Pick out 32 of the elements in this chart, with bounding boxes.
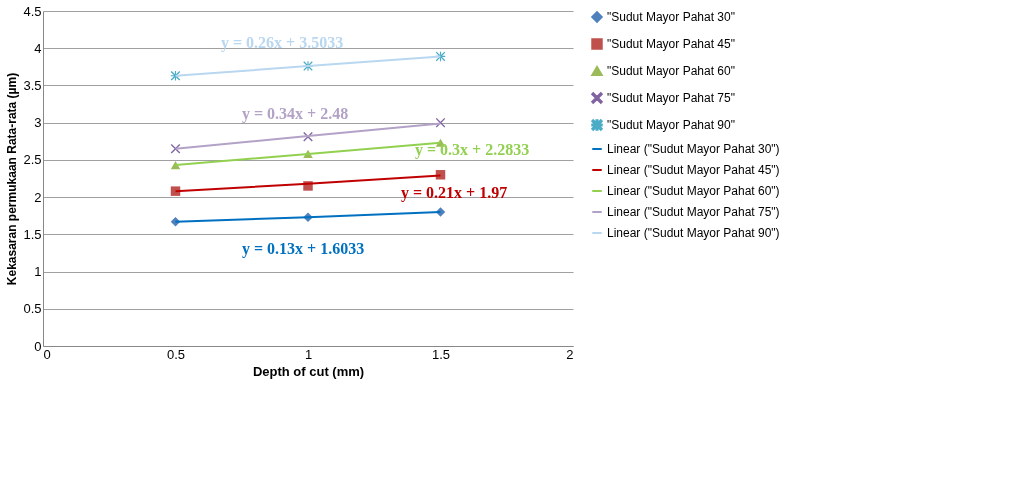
annotation: y = 0.26x + 3.5033: [220, 34, 344, 53]
y-tick-label: 2: [34, 189, 42, 205]
point: [435, 117, 446, 128]
y-tick-label: 3: [34, 115, 42, 131]
x-axis-title: Depth of cut (mm): [252, 363, 365, 379]
annotation: y = 0.13x + 1.6033: [241, 239, 365, 258]
y-tick-label: 4.5: [23, 3, 42, 19]
legend-label: "Sudut Mayor Pahat 60": [607, 64, 735, 78]
x-tick-label: 2: [566, 346, 574, 362]
legend-label: "Sudut Mayor Pahat 75": [607, 91, 735, 105]
legend-label: "Sudut Mayor Pahat 30": [607, 10, 735, 24]
y-tick-label: 3.5: [23, 77, 42, 93]
legend-label: "Sudut Mayor Pahat 45": [607, 37, 735, 51]
legend-label: Linear ("Sudut Mayor Pahat 90"): [607, 226, 780, 240]
y-tick-label: 1.5: [23, 226, 42, 242]
y-tick-label: 1: [34, 264, 42, 280]
y-tick-label: 0.5: [23, 301, 42, 317]
annotation: y = 0.3x + 2.2833: [414, 140, 530, 159]
x-tick-label: 1: [304, 346, 313, 362]
annotation: y = 0.34x + 2.48: [241, 105, 349, 124]
y-tick-label: 2.5: [23, 152, 42, 168]
point: [170, 143, 181, 154]
legend-label: Linear ("Sudut Mayor Pahat 30"): [607, 142, 780, 156]
legend-label: "Sudut Mayor Pahat 90": [607, 118, 735, 132]
legend-label: Linear ("Sudut Mayor Pahat 60"): [607, 184, 780, 198]
y-axis-title: Kekasaran permukaan Rata-rata (µm): [5, 72, 20, 286]
x-tick-label: 0.5: [166, 346, 186, 362]
y-tick-label: 4: [34, 40, 42, 56]
annotation: y = 0.21x + 1.97: [400, 184, 508, 203]
legend-label: Linear ("Sudut Mayor Pahat 45"): [607, 163, 780, 177]
legend-label: Linear ("Sudut Mayor Pahat 75"): [607, 205, 780, 219]
x-tick-label: 1.5: [431, 346, 451, 362]
